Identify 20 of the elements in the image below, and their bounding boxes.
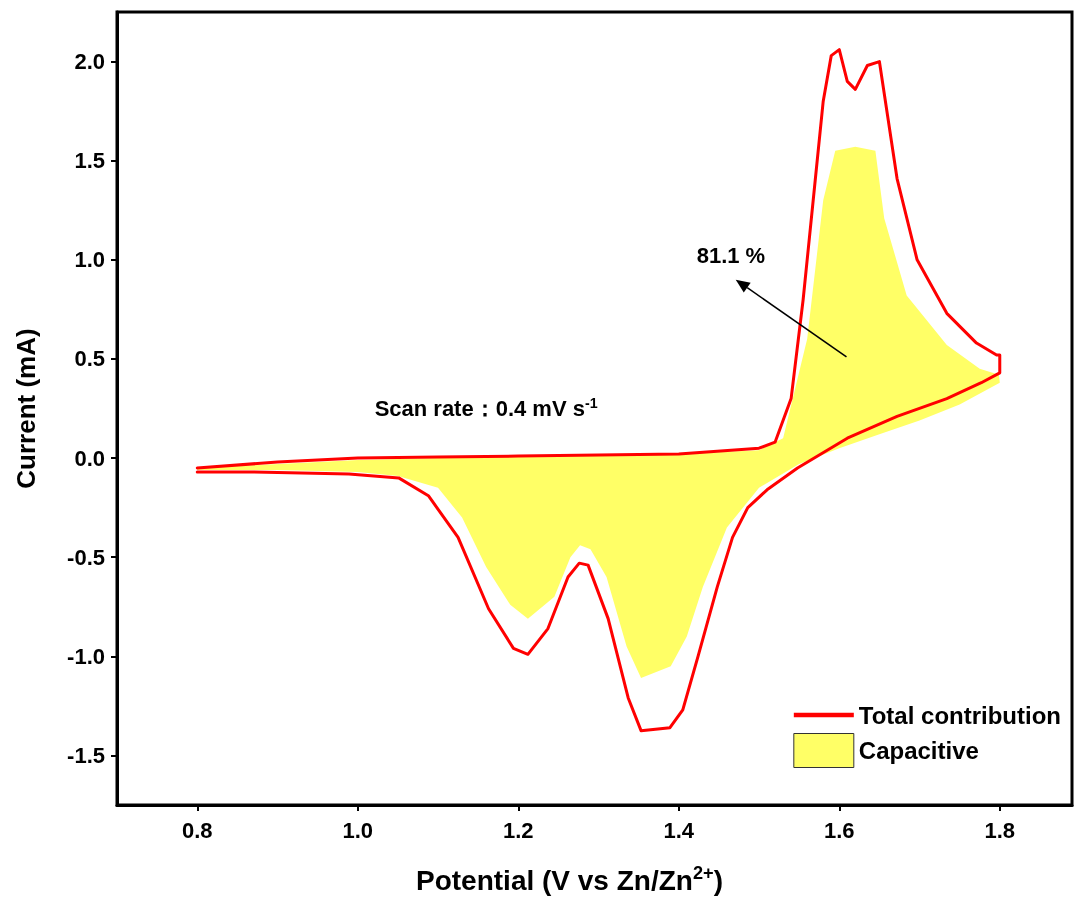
y-tick-label: 0.0 xyxy=(74,445,105,471)
y-tick-label: 0.5 xyxy=(74,346,105,372)
annotation: 81.1 % xyxy=(696,242,766,269)
y-tick-label: 1.0 xyxy=(74,247,105,273)
x-tick-label: 0.8 xyxy=(181,817,213,843)
y-tick-label: 1.5 xyxy=(74,148,105,174)
y-tick-label: -1.0 xyxy=(67,643,105,669)
y-tick-label: -1.5 xyxy=(67,742,105,768)
x-tick-label: 1.2 xyxy=(502,817,534,843)
x-tick-label: 1.6 xyxy=(823,817,855,843)
x-tick-label: 1.8 xyxy=(984,817,1016,843)
y-tick-label: 2.0 xyxy=(74,49,105,75)
legend-label: Capacitive xyxy=(858,737,979,764)
y-tick-label: -0.5 xyxy=(67,544,105,570)
x-tick-label: 1.4 xyxy=(663,817,695,843)
x-tick-label: 1.0 xyxy=(342,817,374,843)
legend-label: Total contribution xyxy=(858,701,1061,729)
annotation: Scan rate：0.4 mV s$^{-1}$ xyxy=(374,393,598,423)
y-axis-title: Current (mA) xyxy=(11,328,41,489)
x-axis-title: Potential (V vs Zn/Zn$^{2+}$) xyxy=(416,863,723,897)
